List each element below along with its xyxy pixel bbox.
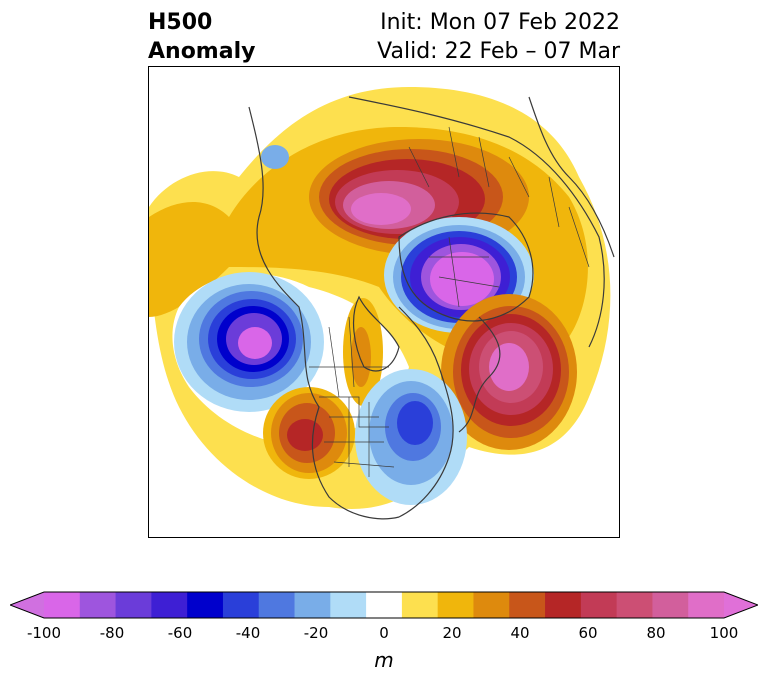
date-info: Init: Mon 07 Feb 2022 Valid: 22 Feb – 07… — [377, 8, 620, 66]
border-canada — [309, 316, 389, 398]
colorbar-segment — [473, 592, 510, 618]
colorbar-tick-label: -80 — [99, 624, 125, 642]
colorbar — [10, 591, 758, 619]
colorbar-extend-min — [10, 592, 44, 618]
colorbar-segment — [79, 592, 117, 618]
coastline-siberia — [398, 212, 534, 322]
coastline-greenland — [353, 295, 400, 372]
colorbar-tick-label: 100 — [709, 624, 739, 642]
colorbar-segment — [652, 592, 689, 618]
anomaly-map — [148, 66, 620, 538]
border-us-states — [319, 396, 395, 477]
colorbar-segments — [44, 592, 725, 618]
colorbar-segment — [258, 592, 296, 618]
coastline-eastern-na — [398, 306, 454, 518]
colorbar-segment — [616, 592, 653, 618]
coastline-europe — [458, 316, 501, 433]
colorbar-segment — [545, 592, 582, 618]
colorbar-outline — [10, 591, 758, 619]
colorbar-segment — [44, 592, 81, 618]
coastline-north-america — [248, 106, 400, 520]
chart-title: H500 Anomaly — [148, 8, 255, 66]
colorbar-tick-label: 0 — [379, 624, 389, 642]
colorbar-tick-label: -20 — [303, 624, 329, 642]
colorbar-segment — [509, 592, 546, 618]
colorbar-segment — [151, 592, 188, 618]
colorbar-extend-max — [724, 592, 758, 618]
coastline-asia-east — [528, 96, 615, 258]
title-line2: Anomaly — [148, 39, 256, 64]
init-date: Init: Mon 07 Feb 2022 — [380, 10, 620, 35]
colorbar-tick-label: -100 — [26, 624, 62, 642]
neg-anomaly-small — [261, 145, 289, 169]
colorbar-segment — [115, 592, 152, 618]
colorbar-unit-label: m — [374, 648, 394, 672]
pos-anomaly-east-90 — [489, 343, 529, 391]
title-line1: H500 — [148, 10, 213, 35]
colorbar-tick-label: -60 — [167, 624, 193, 642]
map-svg — [149, 87, 615, 520]
colorbar-segment — [366, 592, 403, 618]
colorbar-segment — [437, 592, 474, 618]
border-siberia — [429, 236, 500, 308]
coastline-eurasia — [348, 96, 605, 348]
colorbar-tick-label: 20 — [442, 624, 462, 642]
border-eurasia — [408, 126, 590, 268]
borders — [309, 126, 590, 477]
colorbar-segment — [222, 592, 260, 618]
anomaly-contours — [149, 87, 611, 509]
colorbar-segment — [187, 592, 224, 618]
colorbar-tick-label: 40 — [510, 624, 530, 642]
colorbar-tick-label: 60 — [578, 624, 598, 642]
colorbar-tick-labels: -100 -80 -60 -40 -20 0 20 40 60 80 100 — [0, 624, 768, 646]
coastlines — [248, 96, 615, 520]
colorbar-segment — [401, 592, 439, 618]
colorbar-tick-label: 80 — [646, 624, 666, 642]
colorbar-segment — [688, 592, 725, 618]
colorbar-segment — [330, 592, 367, 618]
valid-date: Valid: 22 Feb – 07 Mar — [377, 39, 620, 64]
neg-anomaly-west-90 — [238, 327, 272, 359]
colorbar-segment — [294, 592, 331, 618]
colorbar-segment — [580, 592, 618, 618]
pos-anomaly-westus-60 — [287, 419, 323, 451]
neg-anomaly-polar-100 — [430, 252, 494, 306]
neg-anomaly-eastus-40 — [397, 401, 433, 445]
colorbar-tick-label: -40 — [235, 624, 261, 642]
pos-anomaly-north-90 — [351, 193, 411, 225]
